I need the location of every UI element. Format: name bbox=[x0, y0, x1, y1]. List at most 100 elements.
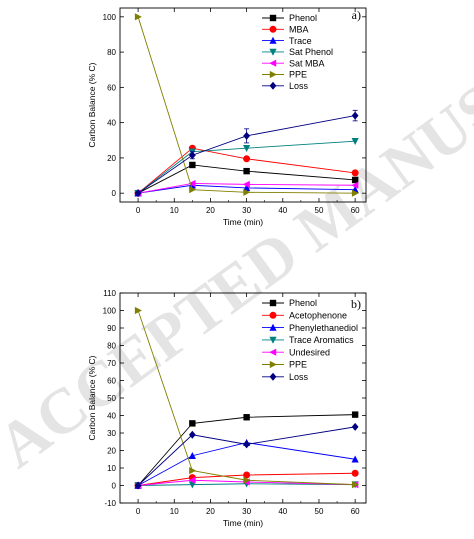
data-point bbox=[351, 176, 359, 184]
series-line bbox=[138, 184, 356, 194]
legend-label: Acetophenone bbox=[289, 311, 347, 321]
series-line bbox=[138, 472, 356, 486]
legend-label: MBA bbox=[289, 25, 309, 35]
legend-marker bbox=[269, 25, 277, 33]
data-point bbox=[188, 151, 196, 160]
series-line bbox=[137, 164, 356, 194]
data-point bbox=[351, 169, 359, 177]
data-point bbox=[188, 179, 196, 188]
y-tick-label: 60 bbox=[107, 83, 116, 92]
series-line bbox=[137, 140, 356, 194]
y-tick-label: 100 bbox=[103, 307, 117, 316]
data-point bbox=[351, 469, 359, 477]
legend-marker bbox=[269, 348, 277, 356]
y-tick-label: 50 bbox=[107, 394, 116, 403]
data-point bbox=[243, 414, 250, 421]
watermark: ACCEPTED MANUSCRIPT bbox=[0, 0, 474, 481]
y-tick-label: 80 bbox=[107, 48, 116, 57]
data-point bbox=[351, 181, 359, 189]
data-point bbox=[243, 188, 251, 196]
x-tick-label: 10 bbox=[170, 206, 179, 215]
y-tick-label: 110 bbox=[103, 289, 116, 298]
legend-marker bbox=[269, 70, 277, 79]
data-point bbox=[188, 430, 196, 439]
chart-panel-1: 0 10 20 30 40 50 60 0 20 40 60 80 100 Time (min) Carbo… bbox=[87, 7, 367, 227]
legend-marker bbox=[269, 311, 277, 319]
data-point bbox=[188, 476, 196, 484]
series-line bbox=[138, 479, 356, 486]
x-tick-label: 30 bbox=[242, 206, 251, 215]
x-tick-label: 30 bbox=[242, 507, 251, 516]
data-point bbox=[189, 186, 197, 194]
legend-marker bbox=[269, 372, 277, 381]
legend-marker bbox=[269, 14, 277, 22]
series-ppe bbox=[134, 13, 359, 197]
x-tick-label: 50 bbox=[315, 206, 324, 215]
data-point bbox=[134, 189, 142, 198]
data-point bbox=[134, 306, 142, 315]
series-line bbox=[137, 414, 356, 486]
plot-frame bbox=[119, 7, 367, 203]
chart-panel-2: 0 10 20 30 40 50 60 -10 0 10 20 30 40 50 60 70 80 90 100 11… bbox=[87, 289, 367, 528]
legend-label: Phenylethanediol bbox=[289, 323, 358, 333]
data-point bbox=[243, 471, 251, 479]
data-point bbox=[243, 476, 251, 484]
legend-label: Trace bbox=[289, 36, 312, 46]
x-tick-label: 20 bbox=[206, 507, 215, 516]
data-point bbox=[351, 111, 359, 120]
data-point bbox=[351, 137, 359, 145]
legend: Phenol Acetophenone Phenylethanediol Trace … bbox=[262, 298, 358, 382]
x-tick-label: 20 bbox=[206, 206, 215, 215]
y-tick-label: 20 bbox=[107, 154, 116, 163]
data-point bbox=[243, 131, 251, 140]
y-tick-label: 0 bbox=[112, 189, 117, 198]
legend-label: Undesired bbox=[289, 347, 330, 357]
data-point bbox=[189, 420, 196, 427]
legend-marker bbox=[269, 59, 277, 67]
y-tick-label: 20 bbox=[107, 447, 116, 456]
y-axis-label: Carbon Balance (% C) bbox=[87, 355, 97, 440]
data-point bbox=[188, 481, 196, 489]
data-point bbox=[243, 184, 251, 192]
legend-marker bbox=[269, 323, 277, 331]
series-loss bbox=[134, 109, 359, 198]
series-line bbox=[137, 147, 356, 194]
series-line bbox=[137, 442, 356, 486]
series-loss bbox=[134, 422, 359, 490]
data-point bbox=[188, 451, 196, 459]
legend-marker bbox=[269, 299, 277, 307]
y-tick-label: 60 bbox=[107, 377, 116, 386]
legend-label: Sat Phenol bbox=[289, 47, 333, 57]
data-point bbox=[351, 481, 359, 489]
y-tick-label: 40 bbox=[107, 119, 116, 128]
x-tick-label: 0 bbox=[136, 206, 141, 215]
data-point bbox=[189, 467, 197, 475]
legend-marker bbox=[269, 48, 277, 56]
panel-label: b) bbox=[351, 297, 361, 311]
legend-label: Loss bbox=[289, 372, 309, 382]
legend-label: Phenol bbox=[289, 13, 317, 23]
panel-label: a) bbox=[352, 8, 361, 22]
data-point bbox=[242, 180, 250, 188]
x-tick-label: 50 bbox=[315, 507, 324, 516]
data-point bbox=[351, 411, 359, 418]
series-line bbox=[137, 115, 356, 194]
series-line bbox=[137, 16, 356, 194]
x-axis-label: Time (min) bbox=[223, 518, 263, 528]
y-tick-label: 100 bbox=[103, 13, 117, 22]
legend-label: Phenol bbox=[289, 298, 317, 308]
data-point bbox=[351, 189, 359, 197]
x-tick-label: 0 bbox=[136, 507, 141, 516]
legend-label: PPE bbox=[289, 360, 307, 370]
data-point bbox=[243, 145, 251, 153]
x-tick-label: 10 bbox=[170, 507, 179, 516]
legend-label: Sat MBA bbox=[289, 58, 325, 68]
series-line bbox=[137, 310, 356, 486]
series-ppe bbox=[134, 306, 359, 489]
y-tick-label: 0 bbox=[112, 482, 117, 491]
x-tick-label: 60 bbox=[351, 206, 360, 215]
x-axis-label: Time (min) bbox=[223, 217, 263, 227]
y-tick-label: -10 bbox=[104, 499, 116, 508]
